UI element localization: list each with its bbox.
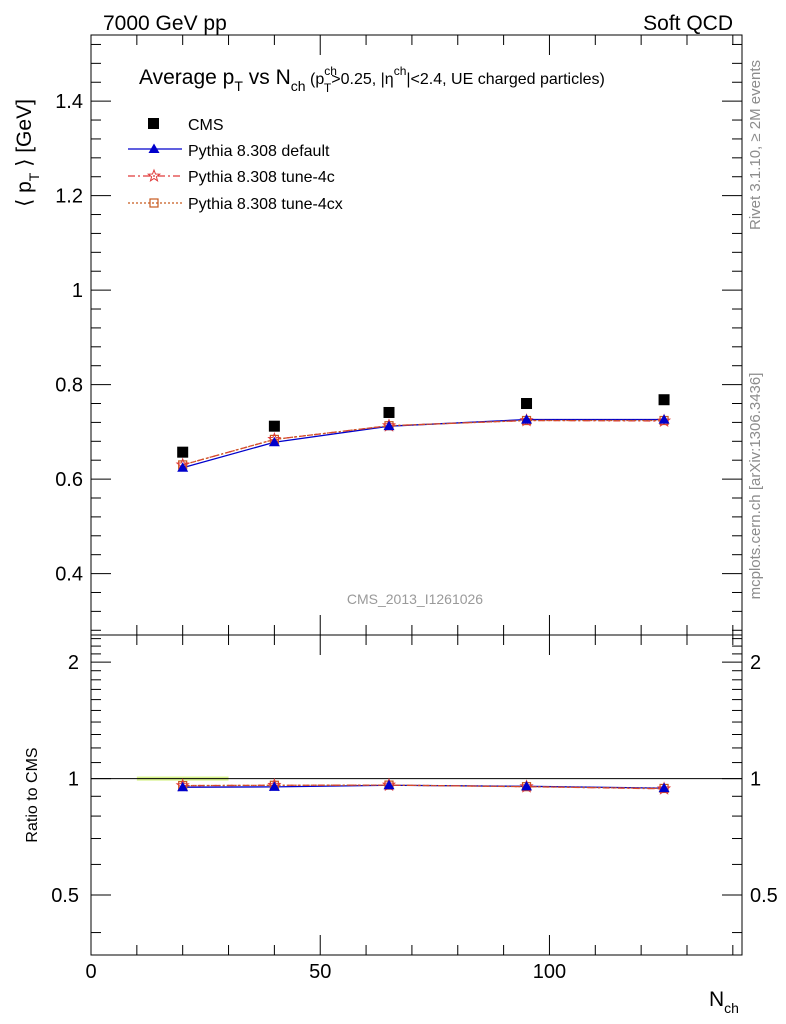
- main-point-cms: [658, 394, 670, 406]
- main-line-tune4c: [182, 419, 665, 466]
- main-point-default: [658, 414, 670, 424]
- ratio-point-default: [177, 781, 189, 792]
- legend-marker-cms: [148, 118, 159, 129]
- ratio-point-default: [521, 780, 533, 791]
- legend-label-tune4c: Pythia 8.308 tune-4c: [188, 169, 335, 186]
- legend-marker-default: [148, 143, 160, 153]
- ratio-y-tick-labels: 0.5 0.5 1 1 2 2: [51, 652, 778, 907]
- main-series-layer: [175, 394, 672, 472]
- main-point-cms: [268, 420, 280, 432]
- analysis-tag: CMS_2013_I1261026: [347, 591, 483, 607]
- x-axis-label: Nch: [709, 988, 739, 1016]
- legend-label-default: Pythia 8.308 default: [188, 143, 330, 160]
- main-y-axis-label: ⟨ pT ⟩ [GeV]: [13, 99, 42, 207]
- header-right: Soft QCD: [643, 12, 733, 35]
- main-y-tick-label: 0.4: [55, 564, 83, 586]
- main-y-tick-label: 1.2: [55, 186, 83, 208]
- legend-marker-tune4c: [146, 168, 162, 183]
- main-y-tick-label: 0.8: [55, 375, 83, 397]
- main-y-tick-label: 1.4: [55, 91, 83, 113]
- ratio-point-default: [268, 781, 280, 791]
- main-axis-ticks: [90, 35, 742, 635]
- legend-label-cms: CMS: [188, 117, 224, 134]
- main-point-cms: [177, 446, 189, 458]
- legend-label-tune4cx: Pythia 8.308 tune-4cx: [188, 196, 343, 213]
- legend-item-cms: CMS: [148, 117, 224, 134]
- main-point-default: [268, 436, 280, 447]
- legend-item-tune4cx: Pythia 8.308 tune-4cx: [128, 196, 343, 213]
- source-label: mcplots.cern.ch [arXiv:1306.3436]: [747, 373, 764, 600]
- ratio-line-tune4cx: [182, 784, 665, 790]
- x-tick-label: 50: [309, 961, 331, 983]
- header-left: 7000 GeV pp: [103, 12, 227, 35]
- main-plot-panel: 0.4 0.6 0.8 1 1.2 1.4 Average pT vs Nch (pch T…: [13, 34, 743, 636]
- x-tick-label: 0: [85, 961, 96, 983]
- main-point-default: [521, 414, 533, 424]
- ratio-plot-panel: 0.5 0.5 1 1 2 2 0 50 100 Ratio to CMS Nch: [24, 634, 778, 1016]
- ratio-y-tick-label: 2: [68, 652, 79, 674]
- ratio-band-layer: [91, 776, 742, 781]
- ratio-point-default: [383, 779, 395, 790]
- legend-marker-tune4cx: [149, 198, 159, 208]
- main-y-tick-label: 0.6: [55, 469, 83, 491]
- main-y-tick-label: 1: [72, 280, 83, 302]
- rivet-version-label: Rivet 3.1.10, ≥ 2M events: [747, 60, 764, 230]
- ratio-plot-frame: [90, 634, 743, 956]
- legend-item-tune4c: Pythia 8.308 tune-4c: [128, 168, 335, 186]
- legend: CMS Pythia 8.308 default Pythia 8.308 tu…: [128, 117, 343, 213]
- ratio-y-tick-label: 0.5: [51, 885, 79, 907]
- legend-item-default: Pythia 8.308 default: [128, 143, 330, 160]
- main-point-cms: [521, 398, 533, 410]
- main-y-tick-labels: 0.4 0.6 0.8 1 1.2 1.4: [55, 91, 83, 585]
- main-point-default: [177, 462, 189, 472]
- ratio-y-tick-label-right: 0.5: [750, 885, 778, 907]
- ratio-axis-ticks: [90, 635, 742, 955]
- ratio-y-axis-label: Ratio to CMS: [24, 747, 41, 842]
- ratio-y-tick-label: 1: [68, 769, 79, 791]
- ratio-series-layer: [175, 777, 672, 795]
- x-tick-labels: 0 50 100: [85, 961, 566, 983]
- main-title: Average pT vs Nch (pch T>0.25, |ηch|<2.4,…: [139, 64, 605, 95]
- main-point-default: [383, 420, 395, 431]
- main-line-tune4cx: [182, 419, 665, 466]
- main-line-default: [182, 418, 665, 469]
- main-point-cms: [383, 406, 395, 418]
- x-tick-label: 100: [533, 961, 566, 983]
- ratio-y-tick-label-right: 2: [750, 652, 761, 674]
- ratio-point-default: [658, 782, 670, 793]
- ratio-y-tick-label-right: 1: [750, 769, 761, 791]
